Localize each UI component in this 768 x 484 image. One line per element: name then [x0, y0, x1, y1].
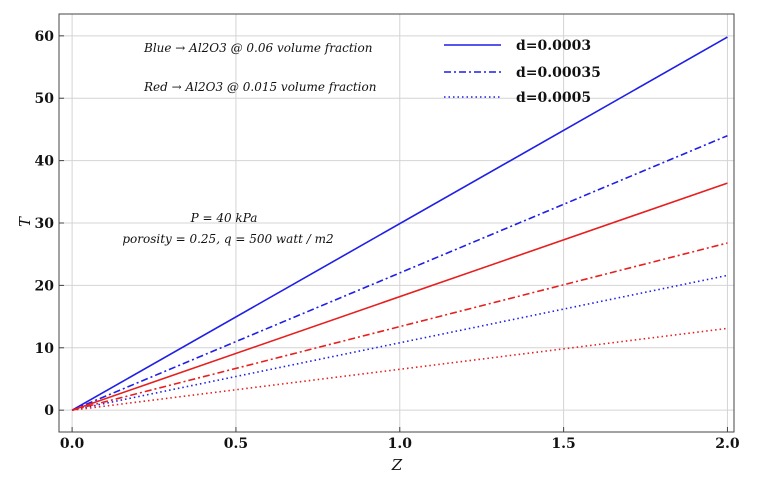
x-tick-label: 1.5 — [551, 436, 575, 452]
series-line-1 — [71, 36, 728, 411]
series-line-6 — [72, 327, 728, 411]
y-axis-label: T — [16, 216, 34, 227]
legend: d=0.0003 d=0.00035 d=0.0005 — [444, 38, 601, 106]
grid — [59, 14, 734, 432]
series-line-4 — [71, 182, 728, 411]
x-tick-label: 2.0 — [715, 436, 740, 452]
x-tick-label: 0.0 — [60, 436, 85, 452]
y-tick-label: 60 — [35, 29, 55, 45]
y-tick-label: 30 — [35, 216, 55, 232]
annotation-red: Red → Al2O3 @ 0.015 volume fraction — [143, 80, 376, 94]
series-layer — [71, 36, 728, 411]
series-line-2 — [71, 134, 728, 411]
tick-labels: 0.0 0.5 1.0 1.5 2.0 0 10 20 30 40 50 60 — [35, 29, 740, 452]
annotation-porosity: porosity = 0.25, q = 500 watt / m2 — [122, 232, 333, 246]
y-tick-label: 0 — [44, 403, 54, 419]
y-tick-label: 20 — [35, 278, 55, 294]
legend-label-solid: d=0.0003 — [516, 38, 591, 54]
x-tick-label: 0.5 — [224, 436, 248, 452]
annotation-pressure: P = 40 kPa — [190, 211, 258, 225]
y-tick-label: 10 — [35, 341, 55, 357]
legend-label-dashdot: d=0.00035 — [516, 65, 601, 81]
y-tick-label: 50 — [35, 91, 55, 107]
x-axis-label: Z — [391, 456, 403, 474]
x-tick-label: 1.0 — [388, 436, 413, 452]
annotation-blue: Blue → Al2O3 @ 0.06 volume fraction — [143, 41, 372, 55]
y-tick-label: 40 — [35, 154, 55, 170]
legend-label-dotted: d=0.0005 — [516, 90, 591, 106]
